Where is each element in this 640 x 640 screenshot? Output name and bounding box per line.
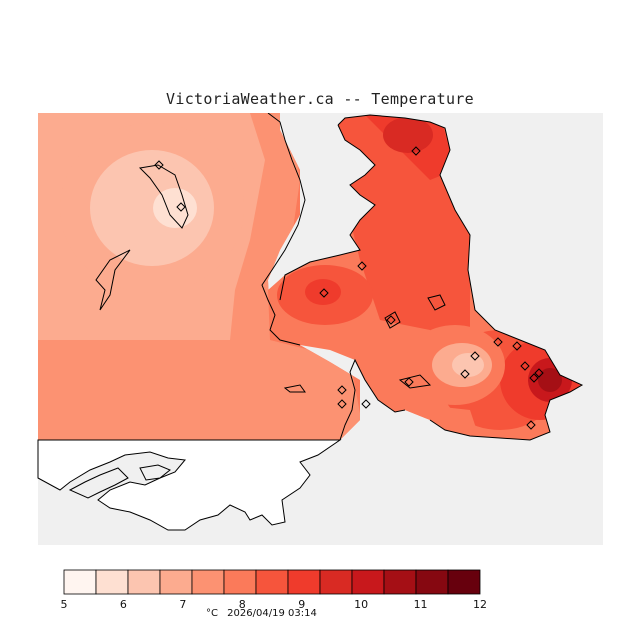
legend-tick-label: 7	[179, 598, 186, 611]
land-mass-south	[37, 439, 342, 531]
legend-bin	[415, 569, 449, 595]
station-diamond-icon	[411, 146, 421, 156]
timestamp: 2026/04/19 03:14	[227, 608, 317, 619]
station-diamond-icon	[357, 261, 367, 271]
station-markers	[154, 146, 544, 430]
station-diamond-icon	[520, 361, 530, 371]
station-diamond-icon	[319, 288, 329, 298]
coastlines	[95, 113, 584, 441]
legend-bin	[159, 569, 193, 595]
unit-label: °C	[206, 608, 218, 619]
legend-bin	[127, 569, 161, 595]
station-diamond-icon	[529, 373, 539, 383]
station-diamond-icon	[526, 420, 536, 430]
legend-bin	[319, 569, 353, 595]
station-diamond-icon	[512, 341, 522, 351]
station-diamond-icon	[337, 399, 347, 409]
station-diamond-icon	[404, 377, 414, 387]
legend-bin	[447, 569, 481, 595]
legend-tick-label: 11	[414, 598, 428, 611]
station-diamond-icon	[176, 202, 186, 212]
legend-bin	[95, 569, 129, 595]
station-diamond-icon	[470, 351, 480, 361]
legend-tick-label: 9	[298, 598, 305, 611]
legend-tick-label: 12	[473, 598, 487, 611]
legend-bin	[191, 569, 225, 595]
legend-tick-label: 10	[354, 598, 368, 611]
legend-tick-label: 6	[120, 598, 127, 611]
legend-tick-label: 8	[239, 598, 246, 611]
lake-south-2	[139, 464, 171, 481]
station-diamond-icon	[386, 315, 396, 325]
legend-bin	[351, 569, 385, 595]
station-diamond-icon	[154, 160, 164, 170]
legend-tick-label: 5	[61, 598, 68, 611]
temperature-field	[38, 113, 582, 440]
legend-bin	[255, 569, 289, 595]
legend-footer: °C 2026/04/19 03:14	[206, 608, 323, 619]
station-diamond-icon	[493, 337, 503, 347]
station-diamond-icon	[361, 399, 371, 409]
station-diamond-icon	[337, 385, 347, 395]
legend-bin	[223, 569, 257, 595]
lake-south	[68, 467, 129, 499]
station-diamond-icon	[534, 368, 544, 378]
map-title: VictoriaWeather.ca -- Temperature	[166, 90, 474, 108]
legend-bin	[383, 569, 417, 595]
legend-bin	[287, 569, 321, 595]
legend-bin	[63, 569, 97, 595]
station-diamond-icon	[460, 369, 470, 379]
